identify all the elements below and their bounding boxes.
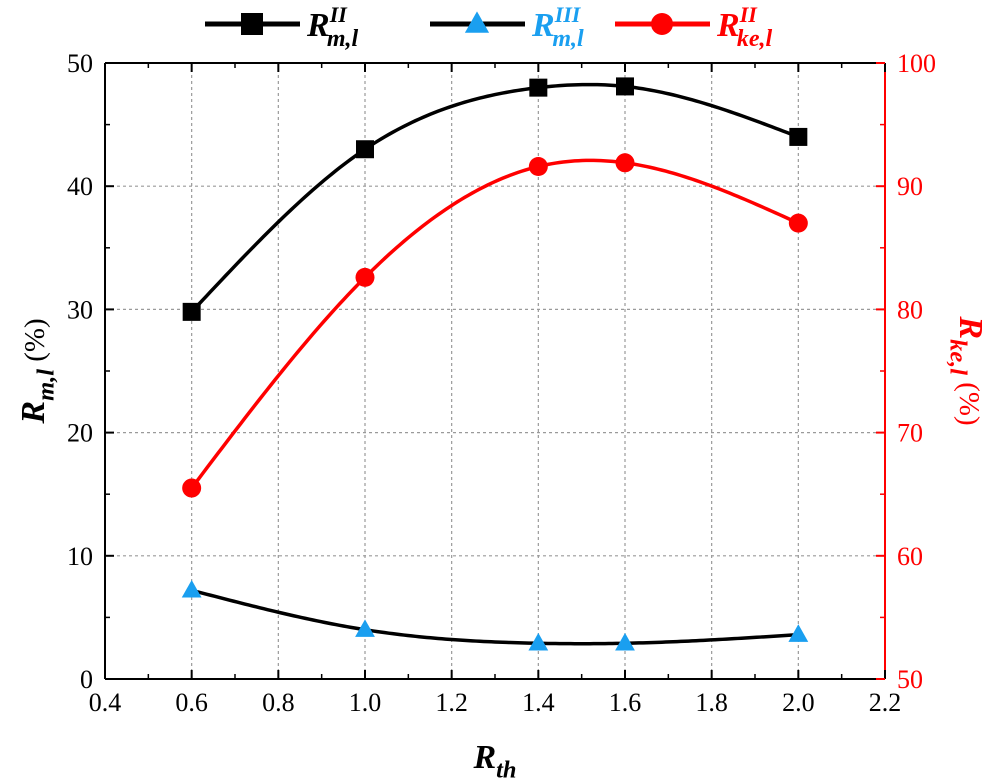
series-line-2 — [191, 588, 799, 646]
data-point-s2 — [355, 619, 375, 637]
y-left-axis-label: Rm,l (%) — [15, 318, 60, 424]
x-tick-label: 1.0 — [349, 688, 382, 717]
ticks: 0.4 0.6 0.8 1.0 1.2 1.4 1.6 1.8 2.0 2.2 0 10 20 30 40 5… — [67, 49, 936, 717]
x-tick-label: 0.6 — [175, 688, 208, 717]
data-point-s1 — [789, 127, 808, 146]
data-point-s1 — [182, 302, 201, 321]
x-tick-label: 1.6 — [609, 688, 642, 717]
markers — [181, 77, 809, 651]
data-point-s1 — [356, 140, 374, 159]
data-point-s1 — [529, 78, 548, 97]
legend-label-1: RII m,l — [306, 2, 358, 52]
y-left-tick-label: 40 — [67, 172, 93, 201]
y-left-tick-label: 20 — [67, 419, 93, 448]
x-tick-label: 0.8 — [262, 688, 295, 717]
y-right-tick-label: 100 — [897, 49, 936, 78]
y-left-tick-label: 10 — [67, 542, 93, 571]
data-point-s2 — [788, 624, 809, 642]
legend-marker-1 — [241, 13, 263, 35]
axis-labels: Rth Rm,l (%) Rke,l (%) — [15, 315, 989, 780]
y-right-axis-label: Rke,l (%) — [944, 315, 989, 425]
data-point-s2 — [615, 632, 635, 651]
data-point-s3 — [528, 156, 548, 176]
x-axis-label: Rth — [472, 739, 516, 780]
y-left-tick-label: 30 — [67, 295, 93, 324]
y-left-tick-label: 0 — [80, 665, 93, 694]
curves — [190, 82, 800, 646]
plot-frame — [104, 62, 886, 680]
y-left-tick-label: 50 — [67, 49, 93, 78]
data-point-s2 — [528, 632, 549, 651]
y-right-tick-label: 50 — [897, 665, 923, 694]
grid — [105, 63, 885, 679]
legend: RII m,l RIII m,l RII ke,l — [205, 2, 772, 52]
x-tick-label: 1.8 — [695, 688, 728, 717]
x-tick-label: 1.2 — [435, 688, 468, 717]
y-right-tick-label: 60 — [897, 542, 923, 571]
data-point-s3 — [788, 213, 808, 233]
legend-label-3: RII ke,l — [716, 2, 772, 52]
legend-marker-2 — [464, 11, 490, 33]
data-point-s3 — [615, 153, 635, 173]
y-right-tick-label: 70 — [897, 419, 923, 448]
series-line-3 — [190, 158, 800, 490]
y-right-tick-label: 90 — [897, 172, 923, 201]
data-point-s3 — [182, 478, 202, 498]
x-tick-label: 1.4 — [522, 688, 555, 717]
series-line-1 — [190, 82, 799, 314]
data-point-s2 — [181, 579, 202, 598]
x-tick-label: 0.4 — [89, 688, 122, 717]
data-point-s1 — [616, 77, 634, 96]
x-tick-label: 2.2 — [869, 688, 902, 717]
x-tick-label: 2.0 — [782, 688, 815, 717]
data-point-s3 — [355, 267, 375, 287]
legend-marker-3 — [651, 13, 673, 35]
legend-label-2: RIII m,l — [531, 2, 584, 52]
y-right-tick-label: 80 — [897, 295, 923, 324]
